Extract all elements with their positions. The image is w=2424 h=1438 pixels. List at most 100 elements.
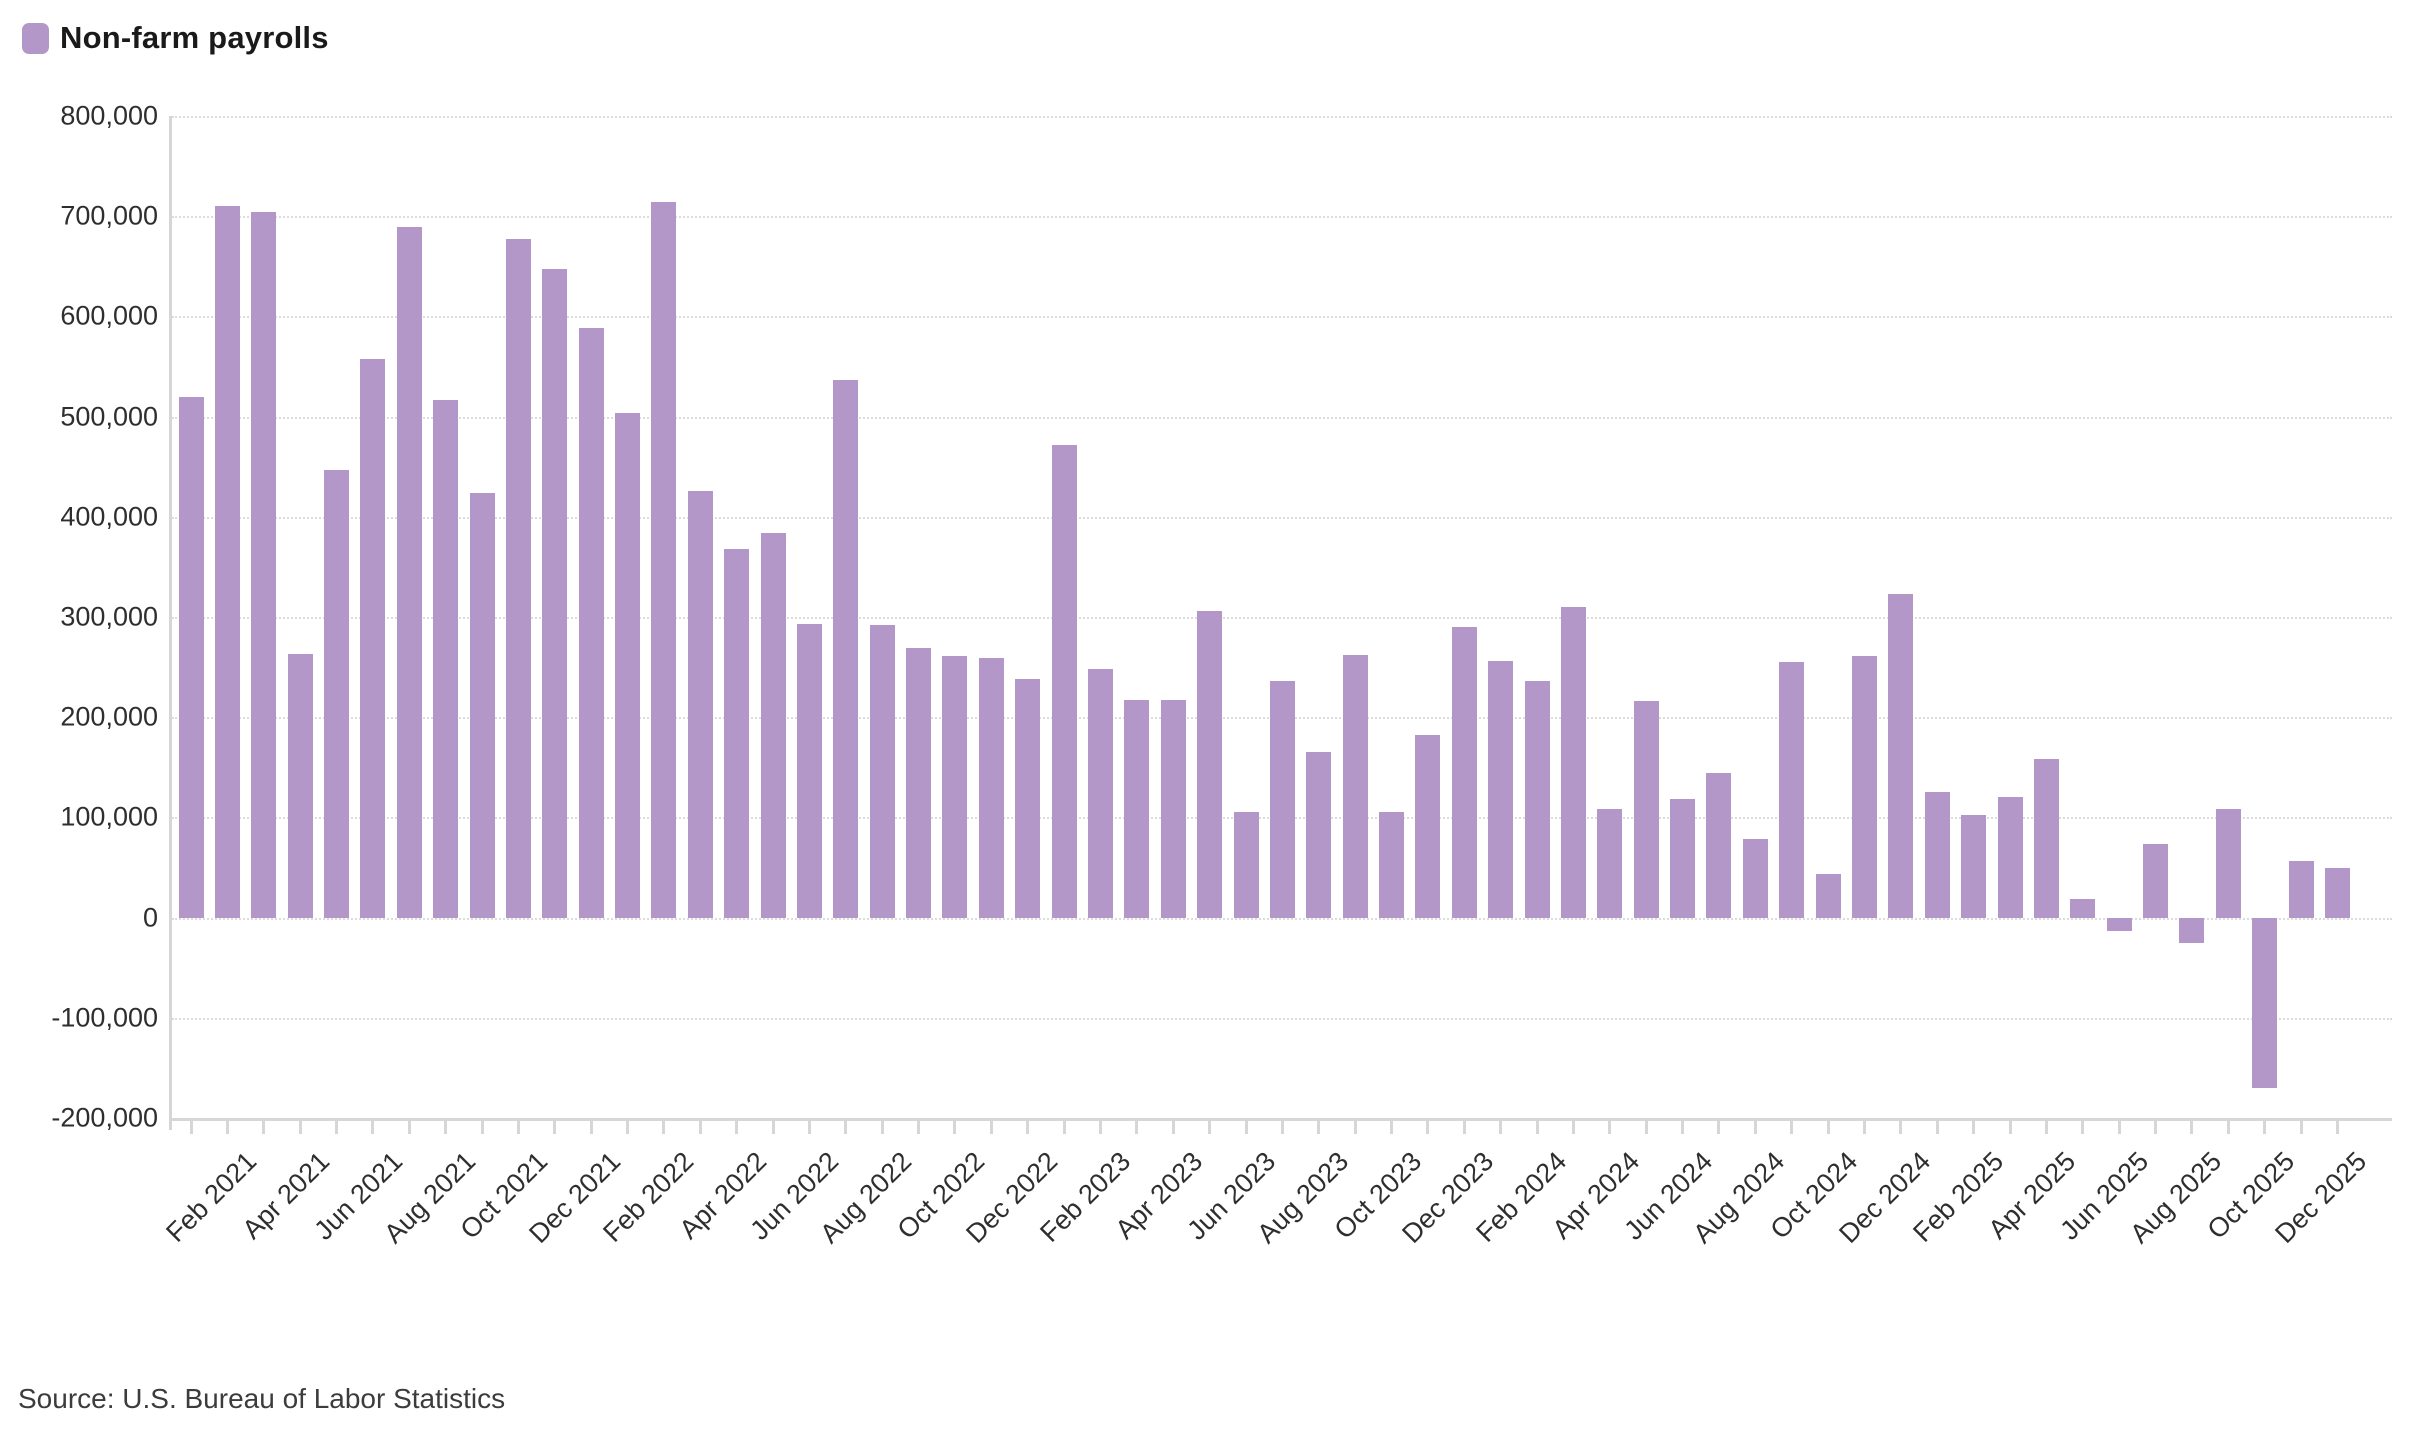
bar-jun-2023[interactable] xyxy=(1233,812,1259,918)
bar-jul-2023[interactable] xyxy=(1269,681,1295,918)
y-axis-tick-label: 300,000 xyxy=(60,601,158,632)
bar-mar-2021[interactable] xyxy=(251,212,277,918)
bar-apr-2022[interactable] xyxy=(724,548,750,918)
bar-feb-2022[interactable] xyxy=(651,202,677,918)
x-axis-tick xyxy=(2226,1121,2230,1134)
bar-feb-2023[interactable] xyxy=(1088,669,1113,918)
bar-oct-2021[interactable] xyxy=(505,239,531,918)
x-axis-tick xyxy=(1535,1121,1539,1134)
bar-oct-2023[interactable] xyxy=(1379,812,1405,918)
gridline xyxy=(172,116,2392,118)
bar-jan-2024[interactable] xyxy=(1488,661,1514,918)
x-axis-tick xyxy=(1899,1121,1903,1134)
gridline xyxy=(172,516,2392,519)
bar-mar-2025[interactable] xyxy=(1997,797,2023,918)
bar-feb-2024[interactable] xyxy=(1524,681,1550,918)
bar-nov-2024[interactable] xyxy=(1851,656,1877,918)
x-axis-tick xyxy=(1317,1121,1321,1134)
bar-jan-2022[interactable] xyxy=(615,412,641,918)
bar-nov-2021[interactable] xyxy=(542,269,568,918)
bar-sep-2024[interactable] xyxy=(1779,662,1805,918)
bar-mar-2024[interactable] xyxy=(1560,606,1586,918)
bar-dec-2021[interactable] xyxy=(578,328,604,918)
bar-apr-2025[interactable] xyxy=(2033,759,2059,918)
y-axis-tick-label: -100,000 xyxy=(51,1002,158,1033)
gridline xyxy=(172,316,2392,319)
x-axis-tick xyxy=(1280,1121,1284,1134)
bar-jun-2024[interactable] xyxy=(1670,799,1696,918)
bar-dec-2023[interactable] xyxy=(1451,627,1477,918)
bar-jun-2025[interactable] xyxy=(2106,917,2132,931)
bar-apr-2021[interactable] xyxy=(287,654,313,918)
bar-nov-2022[interactable] xyxy=(978,658,1004,918)
bar-jul-2021[interactable] xyxy=(396,227,422,918)
bar-apr-2023[interactable] xyxy=(1160,700,1186,918)
x-axis-tick xyxy=(1972,1121,1976,1134)
bar-mar-2022[interactable] xyxy=(687,490,713,918)
bar-may-2022[interactable] xyxy=(760,532,786,918)
bar-dec-2025[interactable] xyxy=(2324,867,2350,918)
x-axis-tick xyxy=(880,1121,884,1134)
x-axis-line xyxy=(169,1118,2392,1121)
x-axis-tick xyxy=(1862,1121,1866,1134)
x-axis-tick xyxy=(989,1121,993,1134)
y-axis-tick-label: 600,000 xyxy=(60,300,158,331)
bar-aug-2025[interactable] xyxy=(2179,917,2205,943)
bar-oct-2024[interactable] xyxy=(1815,873,1841,918)
bar-aug-2023[interactable] xyxy=(1306,752,1332,918)
x-axis-tick xyxy=(735,1121,739,1134)
bar-may-2023[interactable] xyxy=(1197,610,1223,918)
bar-jun-2021[interactable] xyxy=(360,359,386,918)
x-axis-tick xyxy=(2299,1121,2303,1134)
bar-apr-2024[interactable] xyxy=(1597,809,1623,918)
bar-jan-2025[interactable] xyxy=(1924,792,1950,918)
y-axis-tick-label: 400,000 xyxy=(60,501,158,532)
x-axis-tick xyxy=(917,1121,921,1134)
x-axis-tick xyxy=(2044,1121,2048,1134)
bar-oct-2025[interactable] xyxy=(2252,917,2278,1088)
x-axis-tick xyxy=(1208,1121,1212,1134)
bar-jul-2025[interactable] xyxy=(2143,844,2169,918)
bar-oct-2022[interactable] xyxy=(942,656,968,918)
bar-sep-2021[interactable] xyxy=(469,492,495,918)
x-axis-tick xyxy=(553,1121,557,1134)
y-axis-tick-label: 700,000 xyxy=(60,200,158,231)
x-axis-tick xyxy=(1426,1121,1430,1134)
gridline xyxy=(172,917,2392,920)
plot-area: 800,000 700,000 600,000 500,000 400,000 300,0… xyxy=(51,101,2392,1249)
bar-jul-2024[interactable] xyxy=(1706,773,1732,918)
bar-mar-2023[interactable] xyxy=(1124,700,1150,918)
x-axis-tick xyxy=(1244,1121,1248,1134)
x-axis-tick xyxy=(2335,1121,2339,1134)
bar-sep-2023[interactable] xyxy=(1342,655,1368,918)
x-axis-tick xyxy=(953,1121,957,1134)
bar-aug-2022[interactable] xyxy=(869,625,895,918)
x-axis-tick xyxy=(771,1121,775,1134)
x-axis-tick xyxy=(407,1121,411,1134)
bar-dec-2022[interactable] xyxy=(1015,679,1041,918)
x-axis-tick xyxy=(189,1121,193,1134)
bar-sep-2022[interactable] xyxy=(906,648,932,918)
bar-dec-2024[interactable] xyxy=(1888,593,1914,918)
bar-nov-2023[interactable] xyxy=(1415,735,1441,918)
x-axis-tick xyxy=(626,1121,630,1134)
x-axis-tick xyxy=(1062,1121,1066,1134)
bar-nov-2025[interactable] xyxy=(2288,861,2314,918)
bar-sep-2025[interactable] xyxy=(2215,809,2241,918)
source-note: Source: U.S. Bureau of Labor Statistics xyxy=(18,1383,506,1414)
bar-may-2024[interactable] xyxy=(1633,701,1659,918)
bar-feb-2021[interactable] xyxy=(214,206,240,918)
bar-jan-2021[interactable] xyxy=(178,396,204,918)
bar-may-2025[interactable] xyxy=(2070,898,2096,918)
bar-may-2021[interactable] xyxy=(324,469,350,918)
legend-item-nonfarm-payrolls[interactable]: Non-farm payrolls xyxy=(22,20,329,56)
bar-feb-2025[interactable] xyxy=(1961,815,1987,918)
bar-aug-2024[interactable] xyxy=(1742,839,1768,918)
x-axis-tick xyxy=(2117,1121,2121,1134)
bar-jul-2022[interactable] xyxy=(833,379,859,918)
bar-aug-2021[interactable] xyxy=(433,399,459,918)
bar-jun-2022[interactable] xyxy=(796,624,822,918)
x-axis-tick xyxy=(371,1121,375,1134)
bar-jan-2023[interactable] xyxy=(1051,444,1077,918)
